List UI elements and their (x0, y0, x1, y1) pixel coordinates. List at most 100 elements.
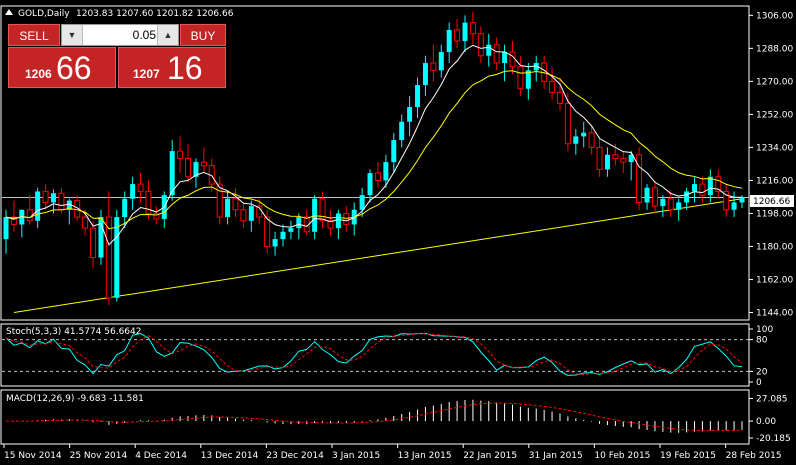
candle-body (604, 154, 610, 170)
candle-body (280, 231, 286, 240)
candle-body (684, 191, 690, 203)
candle-body (438, 52, 444, 71)
candle-body (651, 187, 658, 207)
candle-body (422, 63, 428, 86)
collapse-arrow-icon[interactable] (5, 9, 13, 15)
lot-size-stepper[interactable]: ▼ 0.05 ▲ (61, 24, 179, 46)
candle-body (90, 227, 97, 258)
sell-price-pips: 66 (56, 50, 92, 86)
candle-body (723, 190, 730, 211)
time-tick-label: 13 Jan 2015 (398, 451, 452, 461)
price-tick-label: 1144.00 (756, 308, 793, 318)
time-tick-label: 31 Jan 2015 (529, 451, 583, 461)
macd-label: MACD(12,26,9) -9.683 -11.581 (6, 394, 144, 404)
buy-price-pips: 16 (167, 50, 203, 86)
candle-body (288, 228, 294, 232)
candle-body (66, 200, 72, 210)
candle-body (636, 154, 643, 203)
candle-body (509, 51, 516, 68)
price-axis: 1306.00 1288.00 1270.00 1252.00 1234.00 1216.… (749, 11, 793, 318)
candle-body (415, 85, 421, 108)
current-price-value: 1206.66 (753, 197, 790, 207)
current-price-tag (750, 195, 794, 207)
sell-button[interactable]: SELL (8, 24, 60, 46)
stoch-tick-label: 0 (756, 378, 762, 388)
lot-increase-icon[interactable]: ▲ (157, 25, 178, 45)
candle-body (225, 198, 231, 218)
candle-body (564, 102, 571, 145)
candle-body (731, 202, 737, 210)
candle-body (130, 184, 136, 199)
candle-body (517, 66, 524, 90)
candle-body (383, 162, 389, 181)
buy-price-prefix: 1207 (133, 67, 160, 81)
buy-button[interactable]: BUY (180, 24, 226, 46)
candle-body (469, 22, 476, 35)
candle-body (216, 183, 223, 218)
candle-body (74, 200, 81, 218)
ma-slow-line (5, 70, 743, 230)
candle-body (153, 212, 160, 220)
candle-body (26, 209, 33, 222)
candle-body (391, 140, 397, 163)
candle-body (145, 190, 152, 214)
buy-price-display[interactable]: 1207 16 (118, 47, 226, 88)
candle-body (692, 184, 698, 192)
candle-body (502, 52, 508, 64)
candle-body (264, 216, 271, 247)
candle-body (430, 62, 437, 71)
candle-body (177, 150, 184, 159)
macd-histogram (13, 399, 743, 433)
price-tick-label: 1162.00 (756, 275, 793, 285)
candlestick-series (3, 11, 745, 306)
candle-body (628, 154, 634, 163)
candle-body (454, 29, 461, 42)
time-tick-label: 28 Feb 2015 (726, 451, 782, 461)
candle-body (581, 132, 587, 137)
candle-body (240, 209, 247, 222)
price-tick-label: 1180.00 (756, 242, 793, 252)
candle-body (407, 107, 413, 122)
candle-body (272, 239, 278, 247)
candle-body (335, 213, 341, 229)
stoch-tick-label: 20 (756, 367, 768, 377)
candle-body (446, 30, 452, 53)
candle-body (327, 220, 334, 229)
candle-body (525, 70, 531, 89)
candle-body (667, 198, 674, 211)
candle-body (676, 202, 682, 210)
candle-body (42, 190, 49, 203)
time-axis: 15 Nov 2014 25 Nov 2014 4 Dec 2014 13 Dec 2… (3, 444, 782, 461)
candle-body (200, 161, 207, 167)
stoch-label: Stoch(5,3,3) 41.5774 56.6642 (6, 327, 141, 337)
price-panel-frame (0, 5, 750, 321)
stoch-tick-label: 80 (756, 336, 768, 346)
candle-body (739, 197, 745, 203)
macd-tick-label: 27.085 (756, 394, 788, 404)
sell-price-display[interactable]: 1206 66 (8, 47, 116, 88)
time-tick-label: 10 Feb 2015 (594, 451, 650, 461)
candle-body (82, 216, 89, 229)
support-trendline[interactable] (13, 198, 743, 313)
candle-body (533, 63, 539, 71)
candle-body (477, 33, 484, 57)
candle-body (486, 44, 492, 56)
candle-body (248, 206, 254, 221)
candle-body (35, 191, 41, 221)
candle-body (644, 187, 650, 203)
lot-decrease-icon[interactable]: ▼ (62, 25, 83, 45)
price-tick-label: 1198.00 (756, 209, 793, 219)
stoch-tick-label: 100 (756, 325, 773, 335)
lot-size-input[interactable]: 0.05 (132, 28, 156, 42)
price-tick-label: 1270.00 (756, 77, 793, 87)
candle-body (10, 216, 17, 225)
candle-body (399, 121, 405, 141)
candle-body (185, 157, 192, 178)
time-tick-label: 25 Nov 2014 (70, 451, 128, 461)
candle-body (588, 132, 595, 148)
macd-tick-label: 0.00 (756, 417, 776, 427)
candle-body (169, 151, 175, 196)
candle-body (612, 154, 619, 159)
